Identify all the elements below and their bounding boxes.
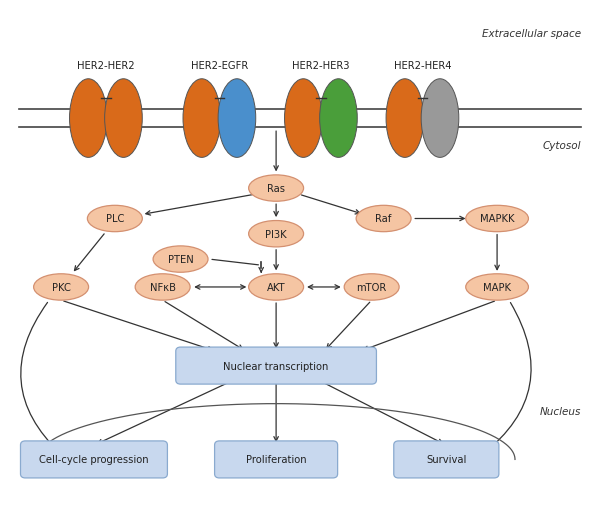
Text: Proliferation: Proliferation: [246, 455, 307, 465]
Ellipse shape: [88, 206, 142, 232]
Ellipse shape: [135, 274, 190, 301]
FancyBboxPatch shape: [394, 441, 499, 478]
FancyBboxPatch shape: [215, 441, 338, 478]
Ellipse shape: [153, 246, 208, 273]
Text: HER2-EGFR: HER2-EGFR: [191, 61, 248, 71]
Text: Cytosol: Cytosol: [542, 140, 581, 151]
Text: MAPKK: MAPKK: [480, 214, 514, 224]
Text: PKC: PKC: [52, 282, 71, 292]
Ellipse shape: [466, 274, 529, 301]
Ellipse shape: [248, 221, 304, 247]
FancyBboxPatch shape: [20, 441, 167, 478]
Text: HER2-HER2: HER2-HER2: [77, 61, 135, 71]
Ellipse shape: [356, 206, 411, 232]
Text: MAPK: MAPK: [483, 282, 511, 292]
Ellipse shape: [248, 274, 304, 301]
Ellipse shape: [104, 79, 142, 158]
Text: mTOR: mTOR: [356, 282, 387, 292]
Ellipse shape: [34, 274, 89, 301]
Text: AKT: AKT: [267, 282, 286, 292]
Text: Cell-cycle progression: Cell-cycle progression: [39, 455, 149, 465]
Ellipse shape: [218, 79, 256, 158]
Text: PLC: PLC: [106, 214, 124, 224]
Text: PTEN: PTEN: [167, 254, 193, 265]
Text: Nuclear transcription: Nuclear transcription: [223, 361, 329, 371]
Ellipse shape: [70, 79, 107, 158]
Text: PI3K: PI3K: [265, 229, 287, 239]
Ellipse shape: [248, 176, 304, 202]
Text: HER2-HER3: HER2-HER3: [292, 61, 350, 71]
Text: Extracellular space: Extracellular space: [482, 30, 581, 39]
Text: NFκB: NFκB: [149, 282, 176, 292]
Ellipse shape: [421, 79, 459, 158]
Text: Survival: Survival: [426, 455, 467, 465]
Ellipse shape: [386, 79, 424, 158]
Text: HER2-HER4: HER2-HER4: [394, 61, 451, 71]
Text: Nucleus: Nucleus: [539, 407, 581, 416]
Ellipse shape: [284, 79, 322, 158]
Ellipse shape: [183, 79, 221, 158]
Text: Ras: Ras: [267, 184, 285, 194]
Ellipse shape: [466, 206, 529, 232]
Text: Raf: Raf: [376, 214, 392, 224]
FancyBboxPatch shape: [176, 348, 376, 384]
Ellipse shape: [344, 274, 399, 301]
Ellipse shape: [320, 79, 357, 158]
